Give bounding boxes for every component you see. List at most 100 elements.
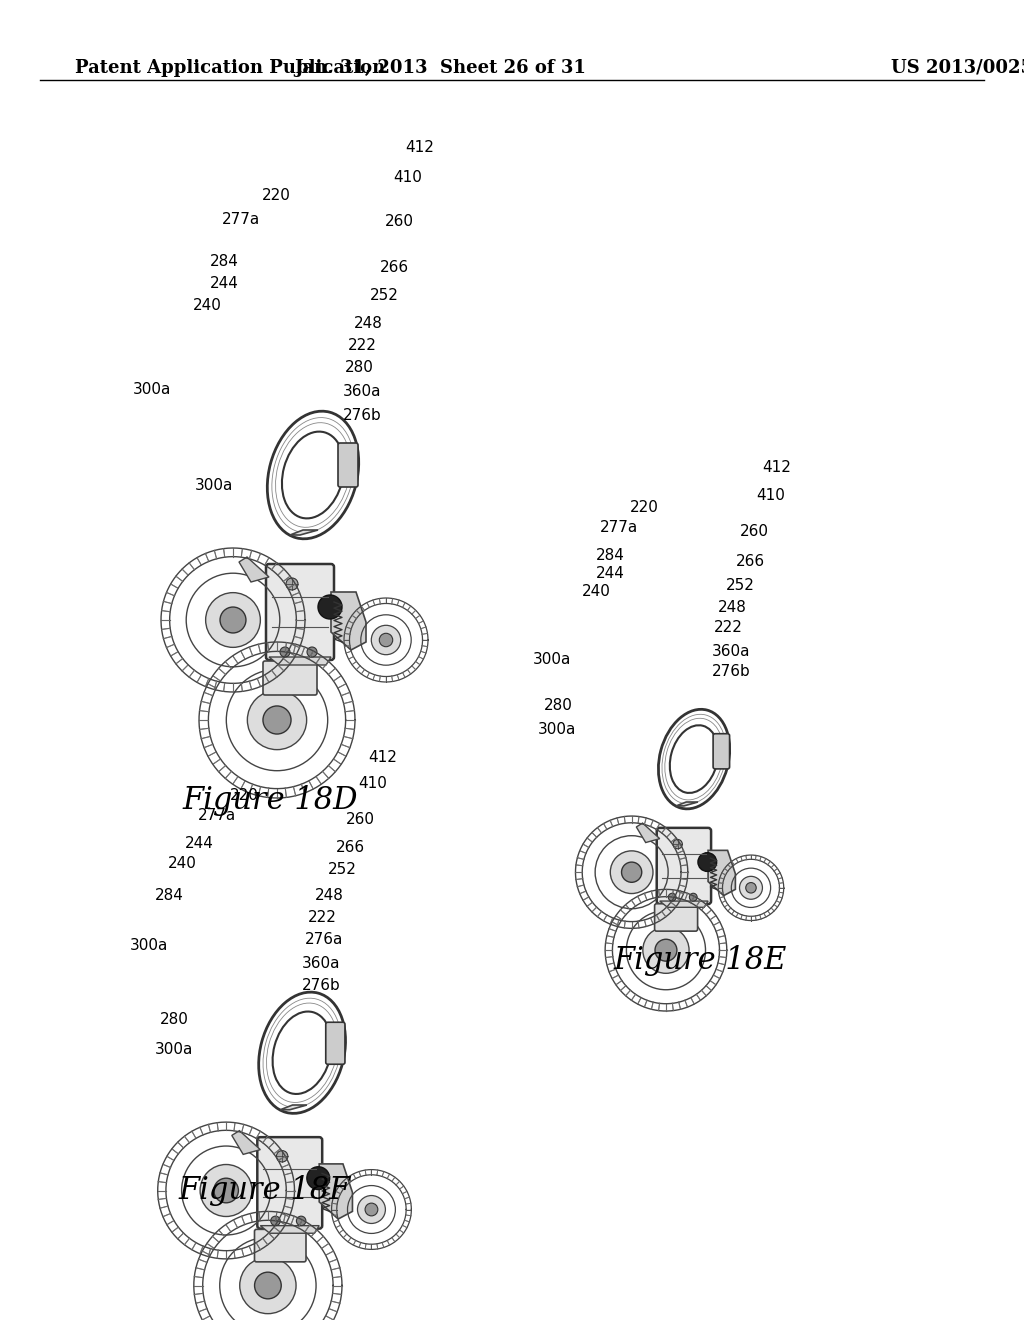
Circle shape [366,1203,378,1216]
Circle shape [655,940,677,961]
Text: 240: 240 [582,585,611,599]
Circle shape [214,1179,239,1203]
Text: 300a: 300a [130,937,168,953]
Circle shape [610,851,653,894]
Text: 280: 280 [160,1012,188,1027]
Text: 280: 280 [544,697,572,713]
Text: 222: 222 [308,911,337,925]
Text: 220: 220 [230,788,259,803]
Circle shape [255,1272,282,1299]
Text: 300a: 300a [538,722,577,738]
Text: Jan. 31, 2013  Sheet 26 of 31: Jan. 31, 2013 Sheet 26 of 31 [294,59,587,77]
Text: 240: 240 [193,297,222,313]
Text: 252: 252 [328,862,357,878]
Text: 412: 412 [406,140,434,156]
Text: 412: 412 [368,751,397,766]
Text: Patent Application Publication: Patent Application Publication [75,59,385,77]
Text: 222: 222 [348,338,377,352]
Text: 222: 222 [714,620,742,635]
Text: 410: 410 [358,776,387,791]
Polygon shape [290,531,318,535]
Circle shape [643,927,689,973]
Text: 300a: 300a [534,652,571,668]
Polygon shape [260,1226,319,1233]
Text: 360a: 360a [343,384,382,400]
Text: 260: 260 [385,214,414,230]
Text: 248: 248 [718,601,746,615]
Circle shape [745,883,756,894]
Circle shape [307,1167,330,1189]
Circle shape [270,1216,281,1226]
Text: US 2013/0025968 A1: US 2013/0025968 A1 [891,59,1024,77]
Text: 248: 248 [315,887,344,903]
FancyBboxPatch shape [654,904,697,931]
FancyBboxPatch shape [263,661,317,696]
Circle shape [307,647,317,657]
Polygon shape [281,1105,307,1110]
Circle shape [318,595,342,619]
FancyBboxPatch shape [266,564,334,660]
Circle shape [379,634,393,647]
Text: 244: 244 [596,565,625,581]
Text: 244: 244 [185,836,214,850]
Text: 248: 248 [354,315,383,330]
FancyBboxPatch shape [255,1229,306,1262]
Text: 412: 412 [762,461,791,475]
Ellipse shape [670,725,718,793]
Text: 410: 410 [756,487,784,503]
Polygon shape [636,824,659,842]
Circle shape [673,840,682,849]
Polygon shape [708,850,735,895]
Text: 300a: 300a [195,479,233,494]
Text: 277a: 277a [222,213,260,227]
Text: 277a: 277a [600,520,638,536]
Text: 280: 280 [345,360,374,375]
Polygon shape [231,1131,260,1155]
Circle shape [622,862,642,882]
Text: Figure 18F: Figure 18F [179,1175,351,1205]
Text: 284: 284 [596,548,625,562]
Text: 276a: 276a [305,932,343,948]
Text: 240: 240 [168,855,197,870]
Circle shape [276,1151,288,1162]
Polygon shape [676,803,698,807]
Text: 284: 284 [155,887,184,903]
Ellipse shape [282,432,344,519]
FancyBboxPatch shape [338,444,358,487]
Text: 276b: 276b [343,408,382,422]
Circle shape [296,1216,306,1226]
Text: 266: 266 [736,553,765,569]
Polygon shape [269,657,331,665]
Circle shape [698,853,717,871]
Text: 276b: 276b [712,664,751,680]
Text: 260: 260 [346,813,375,828]
Circle shape [286,578,298,590]
Polygon shape [319,1164,352,1218]
Circle shape [689,894,697,902]
FancyBboxPatch shape [713,734,729,768]
Circle shape [240,1258,296,1313]
Circle shape [206,593,260,647]
Circle shape [357,1196,385,1224]
Text: Figure 18E: Figure 18E [613,945,786,975]
FancyBboxPatch shape [326,1022,345,1064]
Circle shape [739,876,763,899]
Circle shape [669,894,676,902]
Ellipse shape [272,1011,332,1094]
Text: 220: 220 [262,189,291,203]
Text: Figure 18D: Figure 18D [182,784,357,816]
Text: 360a: 360a [712,644,751,660]
Text: 244: 244 [210,276,239,290]
Text: 266: 266 [380,260,410,276]
Text: 277a: 277a [198,808,237,822]
Text: 360a: 360a [302,956,341,970]
Text: 260: 260 [740,524,769,540]
Text: 300a: 300a [155,1043,194,1057]
Circle shape [280,647,290,657]
Text: 266: 266 [336,840,366,854]
FancyBboxPatch shape [257,1137,323,1229]
Text: 284: 284 [210,253,239,268]
Text: 252: 252 [370,288,399,302]
Circle shape [372,626,400,655]
Text: 410: 410 [393,170,422,186]
